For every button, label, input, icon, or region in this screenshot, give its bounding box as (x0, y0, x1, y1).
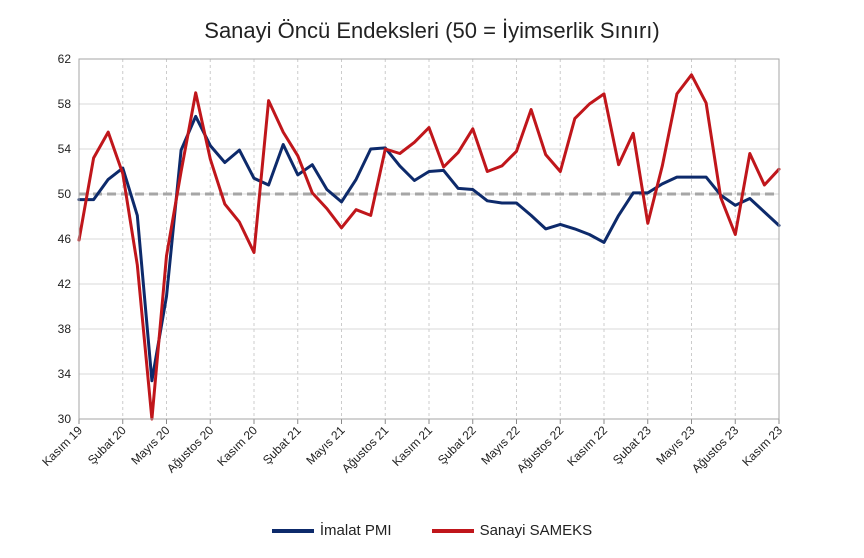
chart-title: Sanayi Öncü Endeksleri (50 = İyimserlik … (204, 18, 660, 43)
x-tick-label: Kasım 22 (564, 423, 610, 469)
x-tick-label: Mayıs 21 (303, 423, 348, 468)
y-tick-label: 38 (58, 322, 72, 336)
legend-swatch-sanayi-sameks (431, 528, 474, 533)
x-tick-label: Kasım 20 (214, 423, 260, 469)
x-tick-label: Kasım 19 (39, 423, 85, 469)
legend: İmalat PMI Sanayi SAMEKS (0, 522, 864, 539)
legend-label-imalat-pmi: İmalat PMI (319, 522, 392, 539)
y-tick-label: 42 (58, 277, 72, 291)
x-tick-label: Şubat 20 (85, 423, 129, 467)
x-tick-label: Mayıs 22 (478, 423, 523, 468)
x-tick-label: Mayıs 23 (653, 423, 698, 468)
x-tick-label: Şubat 21 (260, 423, 304, 467)
legend-swatch-imalat-pmi (271, 528, 314, 533)
x-tick-label: Kasım 21 (389, 423, 435, 469)
y-tick-label: 54 (58, 142, 72, 156)
x-tick-label: Ağustos 23 (689, 423, 742, 476)
legend-item-sanayi-sameks: Sanayi SAMEKS (431, 522, 593, 539)
series-line-sanayi-sameks (77, 73, 781, 421)
y-tick-label: 30 (58, 412, 72, 426)
y-tick-label: 62 (58, 52, 72, 66)
x-tick-label: Şubat 22 (435, 423, 479, 467)
legend-item-imalat-pmi: İmalat PMI (271, 522, 392, 539)
x-tick-label: Ağustos 22 (514, 423, 567, 476)
x-tick-label: Ağustos 21 (339, 423, 392, 476)
series-lines (77, 73, 781, 421)
y-tick-label: 50 (58, 187, 72, 201)
y-tick-label: 58 (58, 97, 72, 111)
y-tick-label: 46 (58, 232, 72, 246)
x-tick-label: Mayıs 20 (128, 423, 173, 468)
x-tick-label: Şubat 23 (610, 423, 654, 467)
series-line-imalat-pmi (77, 114, 781, 383)
x-tick-label: Kasım 23 (739, 423, 785, 469)
plot-area-border (78, 58, 780, 420)
y-tick-label: 34 (58, 367, 72, 381)
x-tick-label: Ağustos 20 (164, 423, 217, 476)
legend-label-sanayi-sameks: Sanayi SAMEKS (479, 522, 593, 539)
